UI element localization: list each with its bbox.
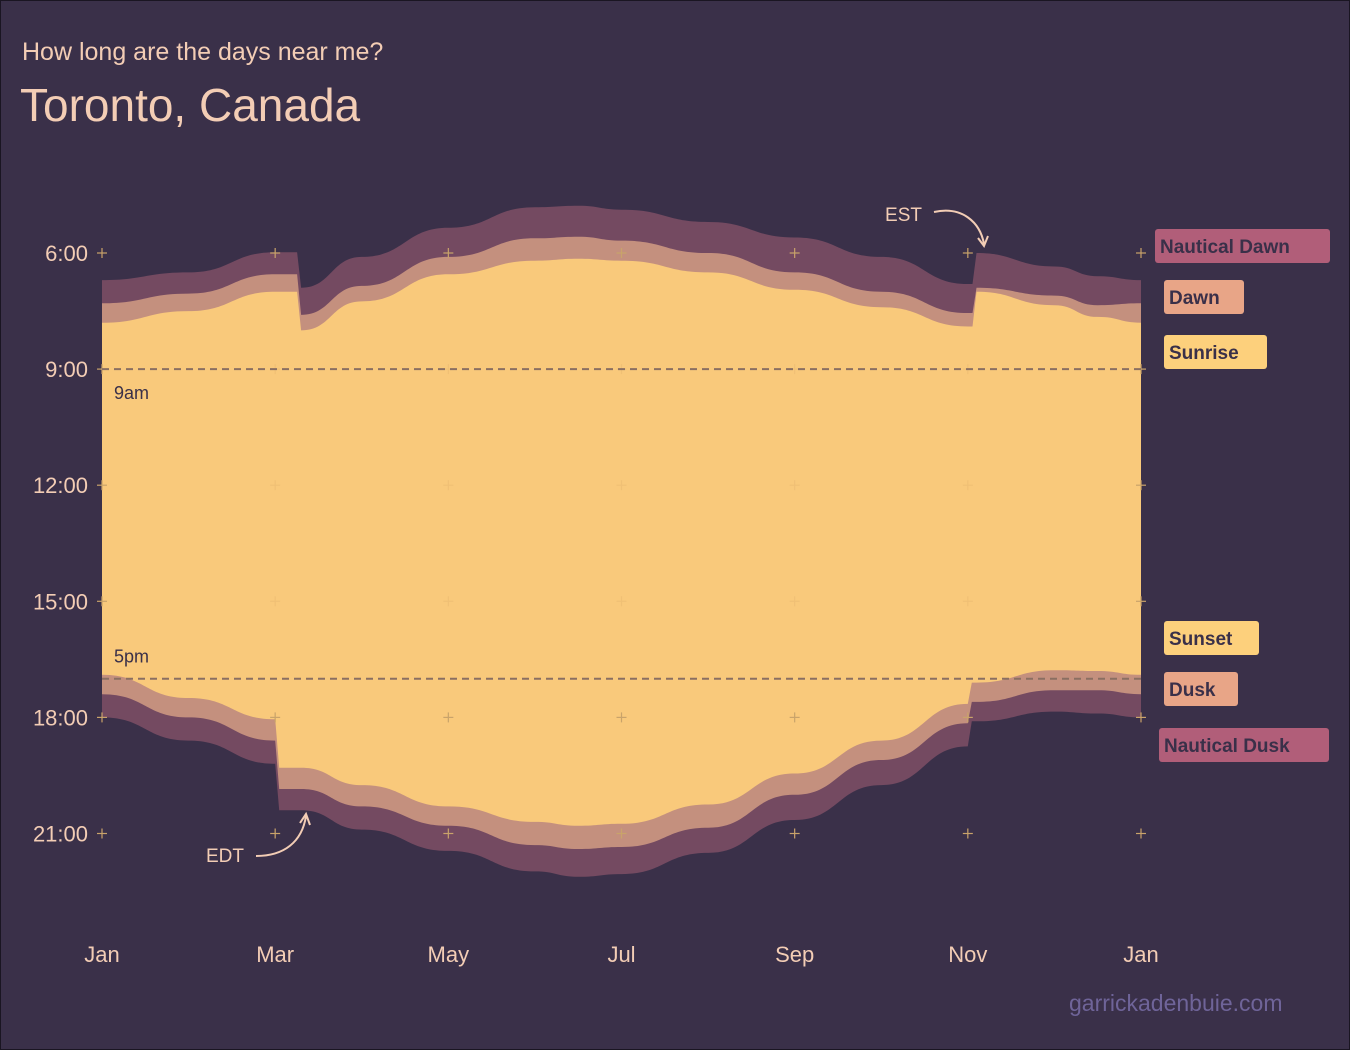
series-label-sunrise: Sunrise — [1164, 335, 1267, 369]
grid-cross — [789, 480, 800, 491]
grid-cross — [789, 712, 800, 723]
grid-cross — [270, 248, 281, 258]
reference-label-9am: 9am — [114, 383, 149, 403]
grid-cross — [616, 596, 627, 607]
grid-cross — [962, 712, 973, 723]
x-tick-label: Nov — [948, 942, 987, 967]
y-tick-label: 15:00 — [33, 589, 88, 614]
grid-cross — [270, 712, 281, 723]
grid-layer — [97, 248, 1146, 839]
grid-cross — [616, 248, 627, 258]
series-label-nautical-dawn: Nautical Dawn — [1155, 229, 1330, 263]
grid-cross — [443, 828, 454, 839]
axis-layer: 6:00 9:00 12:00 15:00 18:00 21:00 Jan Mar May Jul… — [33, 241, 1159, 967]
series-label-nautical-dusk: Nautical Dusk — [1159, 728, 1329, 762]
x-tick-label: Mar — [256, 942, 294, 967]
grid-cross — [270, 480, 281, 491]
y-tick-label: 18:00 — [33, 705, 88, 730]
annotation-est-arrow — [933, 209, 985, 245]
grid-cross — [789, 248, 800, 258]
daylight-area — [102, 258, 1141, 826]
y-tick-label: 12:00 — [33, 473, 88, 498]
grid-cross — [789, 828, 800, 839]
x-tick-label: May — [428, 942, 470, 967]
grid-cross — [443, 596, 454, 607]
grid-cross — [962, 248, 973, 258]
grid-cross — [962, 828, 973, 839]
series-label-layer: Nautical Dawn Dawn Sunrise Sunset Dusk Nautic… — [1155, 229, 1330, 762]
chart-subtitle: How long are the days near me? — [22, 38, 384, 66]
grid-cross — [962, 596, 973, 607]
grid-cross — [97, 828, 107, 839]
y-tick-label: 21:00 — [33, 822, 88, 847]
y-tick-label: 9:00 — [45, 357, 88, 382]
grid-cross — [97, 248, 107, 258]
credit-text: garrickadenbuie.com — [1069, 990, 1283, 1016]
series-label-text: Sunset — [1169, 629, 1233, 650]
x-tick-label: Jul — [607, 942, 635, 967]
annotation-layer: EST EDT — [206, 205, 989, 867]
grid-cross — [616, 828, 627, 839]
area-layer — [102, 205, 1141, 877]
grid-cross — [1136, 480, 1146, 491]
grid-cross — [97, 712, 107, 723]
grid-cross — [97, 596, 107, 607]
series-label-text: Dawn — [1169, 288, 1220, 309]
series-label-text: Nautical Dawn — [1160, 237, 1290, 258]
y-tick-label: 6:00 — [45, 241, 88, 266]
grid-cross — [443, 248, 454, 258]
x-tick-label: Jan — [1123, 942, 1158, 967]
grid-cross — [1136, 712, 1146, 723]
grid-cross — [1136, 596, 1146, 607]
grid-cross — [789, 596, 800, 607]
reference-layer: 9am 5pm — [102, 368, 1141, 680]
series-label-sunset: Sunset — [1164, 621, 1259, 655]
series-label-text: Nautical Dusk — [1164, 736, 1290, 757]
grid-cross — [616, 712, 627, 723]
series-label-dusk: Dusk — [1164, 672, 1238, 706]
chart-title: Toronto, Canada — [20, 79, 361, 131]
series-label-text: Sunrise — [1169, 343, 1239, 364]
grid-cross — [97, 480, 107, 491]
grid-cross — [443, 712, 454, 723]
annotation-edt: EDT — [206, 846, 244, 867]
annotation-est: EST — [885, 205, 922, 226]
reference-label-5pm: 5pm — [114, 647, 149, 667]
series-label-dawn: Dawn — [1164, 280, 1244, 314]
annotation-edt-arrow — [255, 815, 307, 857]
grid-cross — [443, 480, 454, 491]
annotation-est-arrowhead — [977, 235, 989, 249]
x-tick-label: Jan — [84, 942, 119, 967]
grid-cross — [1136, 248, 1146, 258]
annotation-edt-arrowhead — [299, 811, 311, 826]
grid-cross — [270, 596, 281, 607]
grid-cross — [616, 480, 627, 491]
x-tick-label: Sep — [775, 942, 814, 967]
grid-cross — [962, 480, 973, 491]
grid-cross — [1136, 828, 1146, 839]
series-label-text: Dusk — [1169, 680, 1216, 701]
grid-cross — [270, 828, 281, 839]
